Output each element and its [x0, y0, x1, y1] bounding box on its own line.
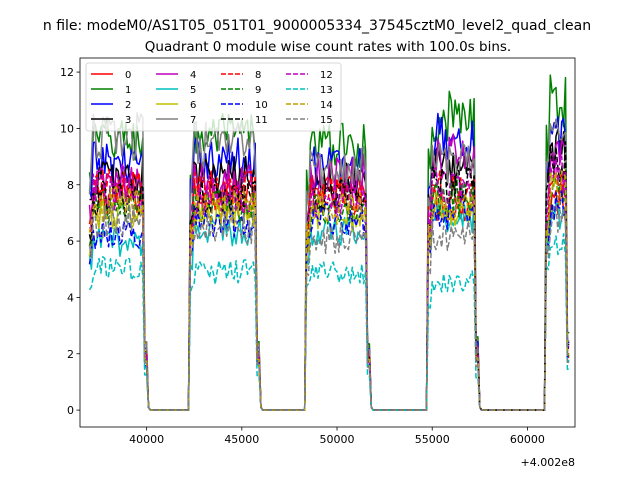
- legend-label-10: 10: [255, 100, 268, 111]
- legend-label-11: 11: [255, 115, 268, 126]
- series-line-2: [88, 112, 570, 411]
- legend-label-3: 3: [125, 115, 131, 126]
- chart-title: Quadrant 0 module wise count rates with …: [145, 39, 511, 55]
- x-axis: 40000 45000 50000 55000 60000: [129, 427, 545, 446]
- x-offset-label: +4.002e8: [521, 456, 575, 469]
- legend-label-15: 15: [320, 115, 333, 126]
- series-line-6: [88, 166, 570, 411]
- y-axis: 0 2 4 6 8 10 12: [60, 66, 80, 417]
- figure-suptitle: n file: modeM0/AS1T05_051T01_9000005334_…: [43, 18, 591, 34]
- y-tick-label: 2: [67, 348, 74, 361]
- x-tick-label: 60000: [510, 433, 545, 446]
- series-line-15: [88, 203, 570, 411]
- y-tick-label: 12: [60, 66, 74, 79]
- x-tick-label: 40000: [129, 433, 164, 446]
- x-tick-label: 55000: [415, 433, 450, 446]
- axes-frame: [79, 57, 576, 428]
- x-tick-label: 50000: [320, 433, 355, 446]
- legend-frame: [85, 62, 342, 132]
- x-tick-label: 45000: [224, 433, 259, 446]
- legend-label-9: 9: [255, 85, 261, 96]
- legend-label-2: 2: [125, 100, 131, 111]
- series-line-13: [88, 233, 570, 411]
- legend-label-0: 0: [125, 70, 131, 81]
- legend-label-6: 6: [190, 100, 196, 111]
- legend-label-8: 8: [255, 70, 261, 81]
- series-line-14: [88, 170, 570, 411]
- y-tick-label: 8: [67, 179, 74, 192]
- legend-label-5: 5: [190, 85, 196, 96]
- legend-label-7: 7: [190, 115, 196, 126]
- series-line-7: [88, 111, 570, 411]
- y-tick-label: 4: [67, 291, 74, 304]
- y-tick-label: 6: [67, 235, 74, 248]
- y-tick-label: 0: [67, 404, 74, 417]
- legend-label-14: 14: [320, 100, 333, 111]
- legend-label-12: 12: [320, 70, 333, 81]
- series-line-12: [88, 155, 570, 411]
- y-tick-label: 10: [60, 122, 74, 135]
- legend-label-1: 1: [125, 85, 131, 96]
- legend-label-4: 4: [190, 70, 196, 81]
- series-line-5: [88, 197, 570, 411]
- plot-area: [79, 57, 576, 428]
- legend-label-13: 13: [320, 85, 333, 96]
